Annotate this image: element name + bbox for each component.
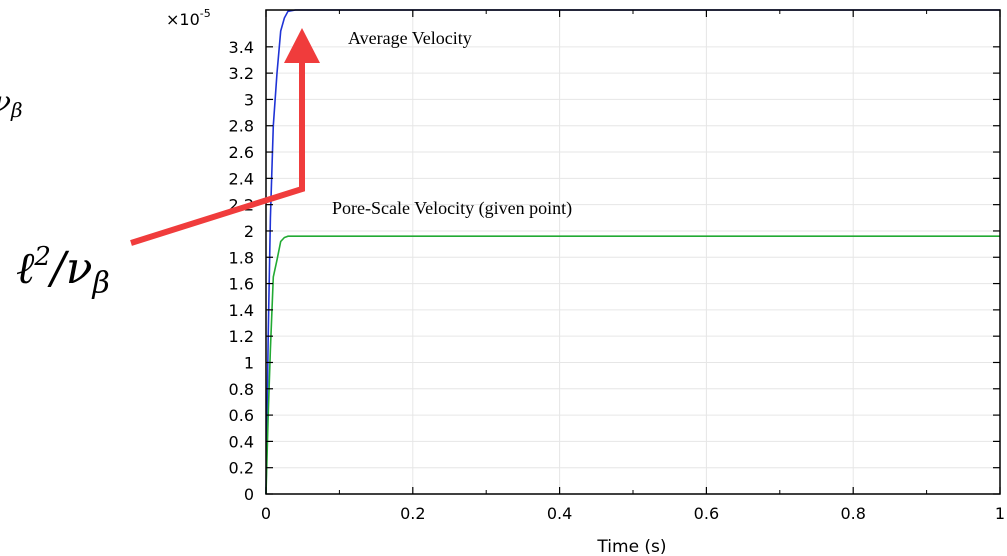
y-tick-label: 1.8 (229, 248, 254, 267)
x-tick-labels: 0 0.2 0.4 0.6 0.8 1 (261, 504, 1005, 523)
y-tick-label: 1.4 (229, 301, 254, 320)
annotation-pore-scale-velocity: Pore-Scale Velocity (given point) (332, 198, 572, 219)
y-tick-label: 3 (244, 90, 254, 109)
x-tick-label: 0 (261, 504, 271, 523)
y-tick-label: 0.4 (229, 432, 254, 451)
plot-frame (265, 9, 1001, 495)
math-label-l2-over-nu: ℓ2/νβ (16, 242, 110, 301)
grid-lines (265, 10, 1001, 495)
series-layer (265, 9, 1000, 495)
axis-ticks (265, 10, 1001, 495)
annotation-average-velocity: Average Velocity (348, 28, 472, 48)
series-line-average-velocity (265, 9, 1000, 495)
y-tick-label: 0 (244, 485, 254, 504)
y-tick-label: 2.4 (229, 169, 254, 188)
y-tick-label: 2 (244, 222, 254, 241)
y-tick-labels: 00.20.40.60.811.21.41.61.822.22.42.62.83… (229, 38, 254, 504)
y-tick-label: 1.2 (229, 327, 254, 346)
red-arrow-head (284, 28, 320, 63)
y-tick-label: 0.2 (229, 459, 254, 478)
y-tick-label: 2.6 (229, 143, 254, 162)
red-arrow-shaft (130, 58, 305, 246)
y-multiplier: ×10-5 (166, 7, 211, 29)
x-tick-label: 0.2 (400, 504, 425, 523)
y-tick-label: 0.6 (229, 406, 254, 425)
x-tick-label: 0.6 (694, 504, 719, 523)
y-tick-label: 3.2 (229, 64, 254, 83)
x-axis-title: Time (s) (596, 537, 666, 556)
y-tick-label: 2.8 (229, 117, 254, 136)
red-arrow (130, 28, 320, 246)
y-tick-label: 1 (244, 353, 254, 372)
y-tick-label: 1.6 (229, 275, 254, 294)
series-line-pore-scale-velocity (265, 235, 1000, 495)
y-tick-label: 0.8 (229, 380, 254, 399)
x-tick-label: 1 (995, 504, 1005, 523)
x-tick-label: 0.4 (547, 504, 572, 523)
y-tick-label: 3.4 (229, 38, 254, 57)
math-label-cut: νβ (0, 85, 23, 122)
x-tick-label: 0.8 (840, 504, 865, 523)
